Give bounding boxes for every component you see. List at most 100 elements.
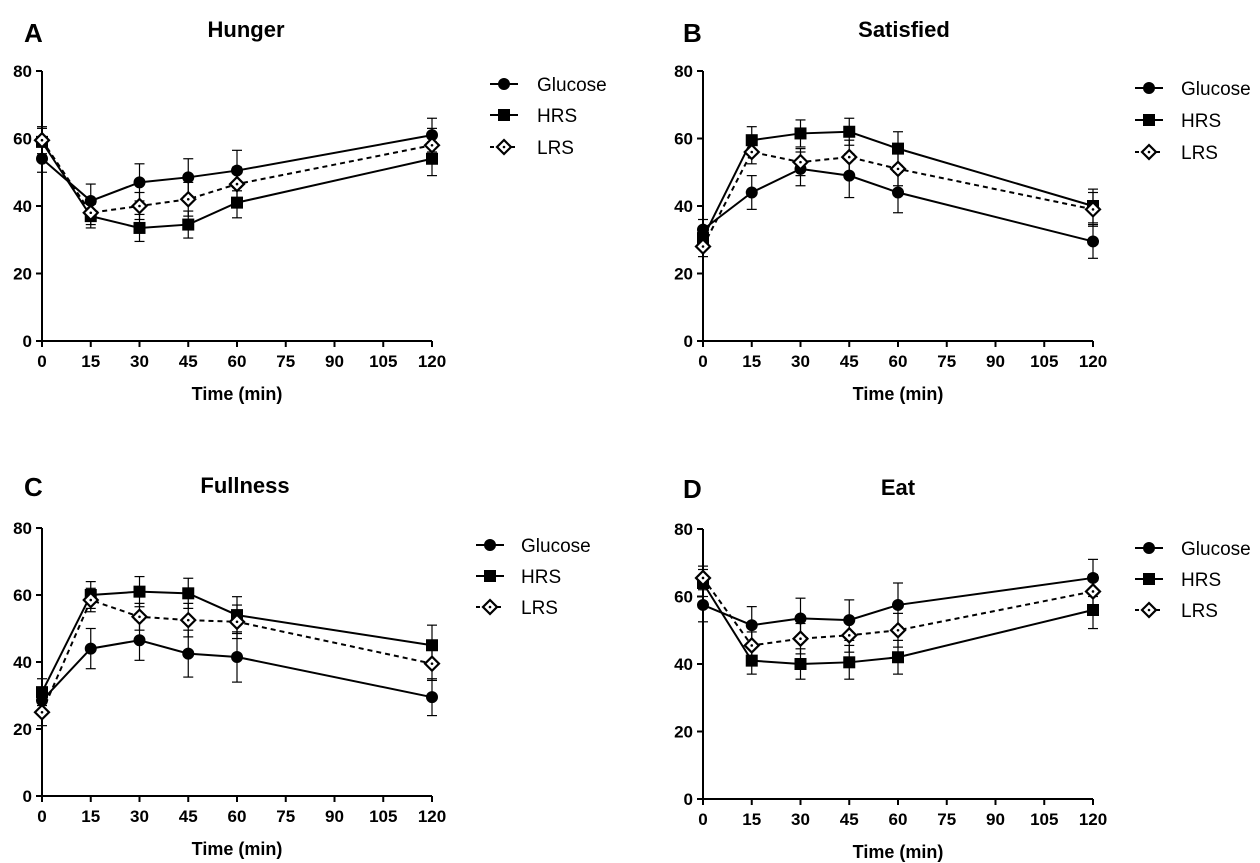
x-tick-label: 105 xyxy=(369,807,397,826)
x-tick-label: 60 xyxy=(889,352,908,371)
legend-label: Glucose xyxy=(521,536,591,557)
legend-item-glucose: Glucose xyxy=(476,536,591,557)
x-tick-label: 45 xyxy=(840,810,859,829)
series-line-hrs xyxy=(702,130,1094,239)
x-tick-label: 60 xyxy=(228,352,247,371)
data-point-glucose xyxy=(133,634,146,647)
data-point-glucose xyxy=(426,691,438,704)
legend-label: HRS xyxy=(521,567,561,588)
series-line-lrs xyxy=(41,139,433,214)
y-tick-label: 20 xyxy=(674,265,693,284)
data-point-glucose xyxy=(84,642,97,655)
y-tick-label: 0 xyxy=(684,332,693,351)
data-point-hrs xyxy=(182,587,195,600)
y-tick-label: 80 xyxy=(13,519,32,538)
data-point-lrs-center xyxy=(847,155,851,159)
data-point-lrs-center xyxy=(186,618,190,622)
legend-marker xyxy=(498,78,510,90)
x-tick-label: 75 xyxy=(276,807,295,826)
legend-marker xyxy=(1143,573,1155,585)
y-tick-label: 60 xyxy=(674,588,693,607)
series-line-hrs xyxy=(41,590,433,693)
series-line-lrs xyxy=(702,577,1094,647)
data-point-hrs xyxy=(36,686,48,699)
data-point-lrs-center xyxy=(430,143,434,147)
data-point-lrs-center xyxy=(138,204,141,208)
x-tick-label: 0 xyxy=(37,807,46,826)
data-point-lrs-center xyxy=(1091,590,1095,593)
series-line-glucose xyxy=(702,576,1094,627)
data-point-lrs-center xyxy=(701,576,705,580)
panel-b: B Satisfied 0 20 40 60 80 0 15 30 45 60 75 90 105 120 Ti… xyxy=(674,17,1251,404)
legend-marker-center xyxy=(488,605,492,609)
y-tick-label: 0 xyxy=(23,787,32,806)
legend-item-lrs: LRS xyxy=(476,598,558,619)
data-point-glucose xyxy=(794,612,807,625)
legend-marker xyxy=(1143,82,1155,94)
panel-title: Eat xyxy=(881,475,916,500)
x-tick-label: 120 xyxy=(418,352,446,371)
panel-letter: D xyxy=(683,474,702,504)
y-tick-label: 80 xyxy=(674,62,693,81)
panel-title: Hunger xyxy=(208,17,285,42)
data-point-glucose xyxy=(892,598,904,611)
data-point-glucose xyxy=(231,650,243,663)
legend-item-hrs: HRS xyxy=(1135,111,1221,132)
y-tick-label: 40 xyxy=(674,197,693,216)
data-point-lrs-center xyxy=(750,150,754,154)
legend-item-lrs: LRS xyxy=(1135,143,1218,164)
x-tick-label: 90 xyxy=(986,352,1005,371)
y-tick-label: 20 xyxy=(674,723,693,742)
data-point-lrs-center xyxy=(235,182,239,186)
legend-label: HRS xyxy=(537,106,577,127)
data-point-hrs xyxy=(843,656,856,669)
y-tick-label: 40 xyxy=(13,197,32,216)
x-tick-label: 105 xyxy=(1030,810,1058,829)
data-point-glucose xyxy=(697,598,709,611)
data-point-lrs-center xyxy=(40,138,44,142)
legend-label: Glucose xyxy=(1181,539,1251,560)
series-line-glucose xyxy=(41,639,433,702)
data-point-lrs-center xyxy=(750,644,754,647)
x-tick-label: 30 xyxy=(130,807,149,826)
x-axis-title: Time (min) xyxy=(853,384,944,404)
y-tick-label: 0 xyxy=(23,332,32,351)
x-tick-label: 120 xyxy=(418,807,446,826)
legend-marker xyxy=(484,570,496,582)
series-lrs xyxy=(694,139,1102,258)
y-tick-label: 60 xyxy=(13,586,32,605)
y-tick-label: 60 xyxy=(674,130,693,149)
data-point-glucose xyxy=(745,186,758,199)
data-point-lrs-center xyxy=(799,160,802,164)
data-point-hrs xyxy=(133,585,146,598)
legend-marker xyxy=(484,539,496,551)
x-tick-label: 15 xyxy=(81,807,100,826)
x-tick-label: 30 xyxy=(130,352,149,371)
x-tick-label: 15 xyxy=(742,810,761,829)
data-point-glucose xyxy=(182,647,195,660)
legend-label: Glucose xyxy=(537,75,607,96)
x-tick-label: 0 xyxy=(698,810,707,829)
data-point-lrs-center xyxy=(40,710,44,714)
data-point-lrs-center xyxy=(235,620,239,624)
x-tick-label: 75 xyxy=(937,810,956,829)
legend-item-hrs: HRS xyxy=(1135,570,1221,591)
series-glucose xyxy=(697,151,1099,259)
x-tick-label: 45 xyxy=(179,352,198,371)
data-point-hrs xyxy=(182,218,195,231)
series-line-hrs xyxy=(702,582,1094,666)
x-tick-label: 60 xyxy=(889,810,908,829)
legend-label: LRS xyxy=(1181,601,1218,622)
y-tick-label: 80 xyxy=(13,62,32,81)
x-tick-label: 60 xyxy=(228,807,247,826)
data-point-hrs xyxy=(794,658,807,670)
data-point-hrs xyxy=(892,651,904,664)
data-point-glucose xyxy=(892,186,904,199)
panel-c: C Fullness 0 20 40 60 80 0 15 30 45 60 75 90 105 120 Tim… xyxy=(13,472,591,859)
legend-label: LRS xyxy=(537,138,574,159)
panel-title: Fullness xyxy=(200,473,289,498)
data-point-lrs-center xyxy=(847,634,851,637)
x-tick-label: 30 xyxy=(791,352,810,371)
data-point-hrs xyxy=(794,127,807,140)
